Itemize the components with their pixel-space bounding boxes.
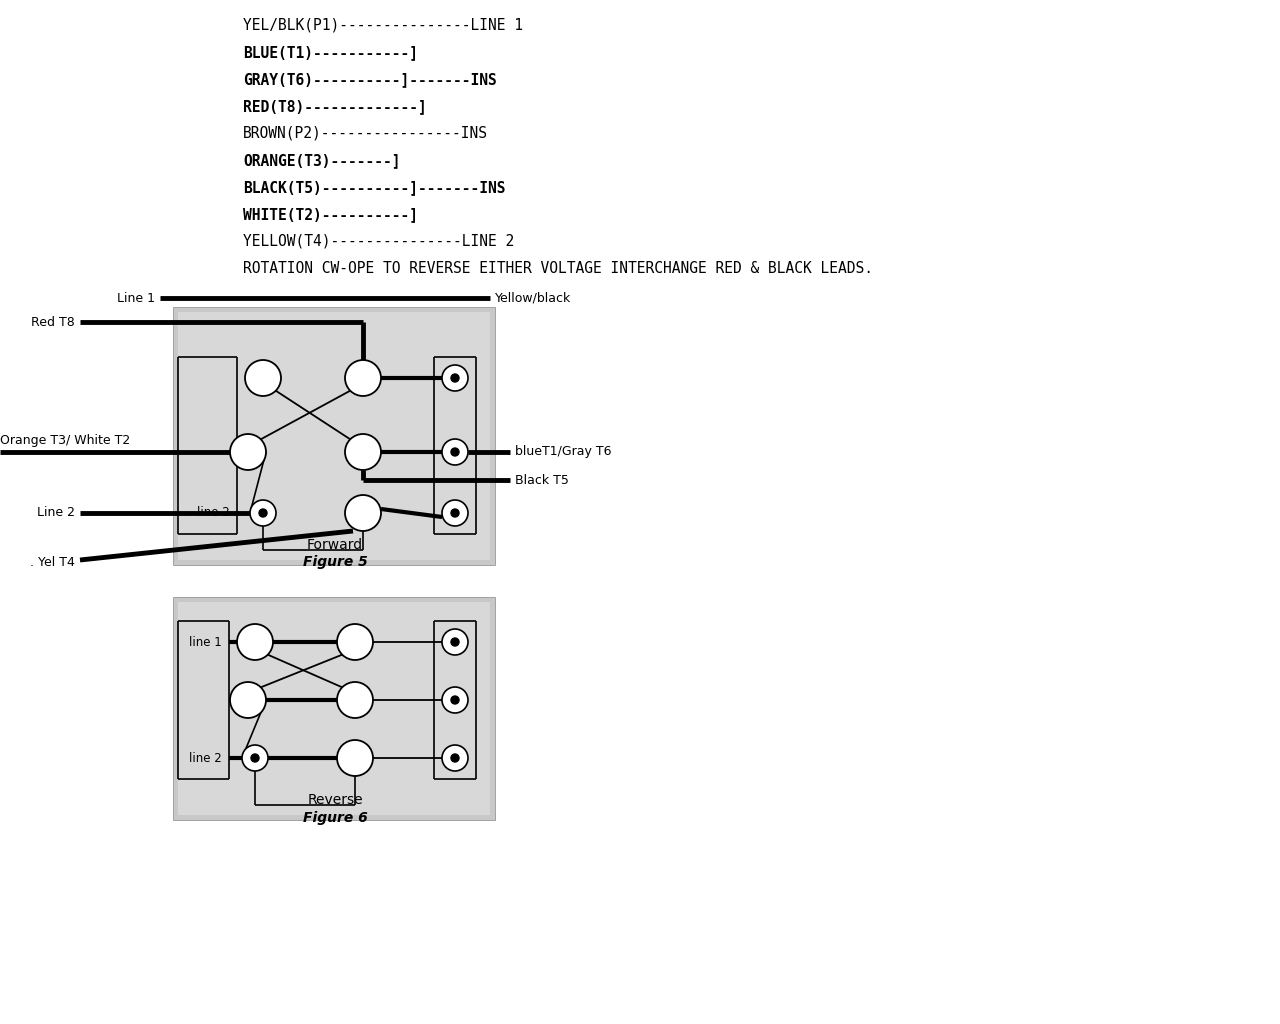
Text: WHITE(T2)----------]: WHITE(T2)----------]: [243, 207, 419, 222]
Text: 4: 4: [352, 753, 358, 763]
Text: 4: 4: [360, 508, 366, 518]
Circle shape: [337, 740, 372, 776]
Text: YELLOW(T4)---------------LINE 2: YELLOW(T4)---------------LINE 2: [243, 234, 515, 249]
Circle shape: [451, 696, 460, 705]
Text: BLACK(T5)----------]-------INS: BLACK(T5)----------]-------INS: [243, 180, 506, 195]
Text: Figure 5: Figure 5: [302, 555, 367, 569]
Circle shape: [250, 500, 276, 526]
Circle shape: [230, 434, 266, 470]
Circle shape: [242, 745, 268, 771]
Text: line 2: line 2: [188, 752, 221, 765]
Circle shape: [451, 509, 460, 517]
Circle shape: [451, 449, 460, 456]
Text: BROWN(P2)----------------INS: BROWN(P2)----------------INS: [243, 126, 488, 141]
Text: Black T5: Black T5: [515, 473, 568, 486]
Text: 8: 8: [352, 695, 358, 705]
Text: 5: 5: [352, 637, 358, 647]
FancyBboxPatch shape: [173, 307, 495, 565]
Circle shape: [442, 745, 468, 771]
Text: RED(T8)-------------]: RED(T8)-------------]: [243, 99, 426, 114]
Text: ORANGE(T3)-------]: ORANGE(T3)-------]: [243, 153, 401, 168]
Circle shape: [442, 365, 468, 391]
Circle shape: [442, 439, 468, 465]
FancyBboxPatch shape: [178, 602, 490, 815]
Text: Reverse: Reverse: [307, 793, 362, 807]
Circle shape: [337, 624, 372, 660]
Text: Forward: Forward: [307, 538, 364, 552]
Text: 8: 8: [360, 447, 366, 457]
Text: Orange T3/ White T2: Orange T3/ White T2: [0, 434, 131, 447]
Circle shape: [230, 682, 266, 718]
Circle shape: [442, 687, 468, 713]
Text: 23: 23: [241, 447, 255, 457]
Circle shape: [346, 434, 381, 470]
Text: Figure 6: Figure 6: [302, 811, 367, 825]
Text: Line 2: Line 2: [37, 507, 76, 519]
Circle shape: [251, 754, 259, 762]
Text: . Yel T4: . Yel T4: [29, 556, 74, 569]
Circle shape: [346, 495, 381, 531]
Text: Yellow/black: Yellow/black: [495, 292, 571, 304]
Text: YEL/BLK(P1)---------------LINE 1: YEL/BLK(P1)---------------LINE 1: [243, 18, 524, 33]
Text: Line 1: Line 1: [116, 292, 155, 304]
FancyBboxPatch shape: [173, 597, 495, 820]
Text: Red T8: Red T8: [31, 315, 76, 329]
Text: 5: 5: [360, 373, 366, 383]
Text: GRAY(T6)----------]-------INS: GRAY(T6)----------]-------INS: [243, 72, 497, 87]
Circle shape: [442, 500, 468, 526]
Circle shape: [442, 629, 468, 655]
FancyBboxPatch shape: [178, 312, 490, 560]
Text: BLUE(T1)-----------]: BLUE(T1)-----------]: [243, 45, 419, 60]
Circle shape: [337, 682, 372, 718]
Circle shape: [237, 624, 273, 660]
Circle shape: [451, 374, 460, 382]
Circle shape: [451, 638, 460, 646]
Circle shape: [259, 509, 268, 517]
Text: 1: 1: [260, 373, 266, 383]
Text: blueT1/Gray T6: blueT1/Gray T6: [515, 445, 612, 459]
Text: ROTATION CW-OPE TO REVERSE EITHER VOLTAGE INTERCHANGE RED & BLACK LEADS.: ROTATION CW-OPE TO REVERSE EITHER VOLTAG…: [243, 261, 873, 276]
Text: 23: 23: [241, 695, 255, 705]
Circle shape: [346, 360, 381, 396]
Text: line 1: line 1: [188, 636, 221, 648]
Circle shape: [451, 754, 460, 762]
Text: 1: 1: [251, 637, 259, 647]
Circle shape: [244, 360, 282, 396]
Text: line 2: line 2: [197, 507, 229, 519]
